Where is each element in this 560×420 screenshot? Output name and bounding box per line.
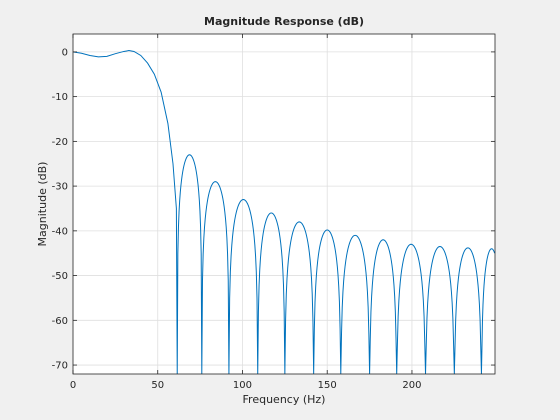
y-tick-label: -60 <box>52 316 68 327</box>
x-tick-label: 150 <box>318 380 337 391</box>
x-tick-label: 200 <box>402 380 421 391</box>
chart-title: Magnitude Response (dB) <box>204 15 364 28</box>
y-tick-label: -20 <box>52 137 68 148</box>
ticks: 0 50 100 150 200 0 -10 -20 -30 -40 -50 -60 -70 <box>52 34 495 391</box>
axes-box <box>72 33 496 375</box>
y-tick-label: -70 <box>52 361 68 372</box>
x-tick-label: 100 <box>233 380 252 391</box>
x-axis-label: Frequency (Hz) <box>243 393 326 406</box>
x-tick-label: 0 <box>70 380 76 391</box>
magnitude-curve <box>72 50 496 375</box>
x-tick-label: 50 <box>151 380 164 391</box>
y-tick-label: -10 <box>52 92 68 103</box>
y-tick-label: -30 <box>52 182 68 193</box>
grid <box>72 34 495 374</box>
y-tick-label: -40 <box>52 226 68 237</box>
y-tick-label: 0 <box>62 47 68 58</box>
y-axis-label: Magnitude (dB) <box>36 162 49 247</box>
y-tick-label: -50 <box>52 271 68 282</box>
